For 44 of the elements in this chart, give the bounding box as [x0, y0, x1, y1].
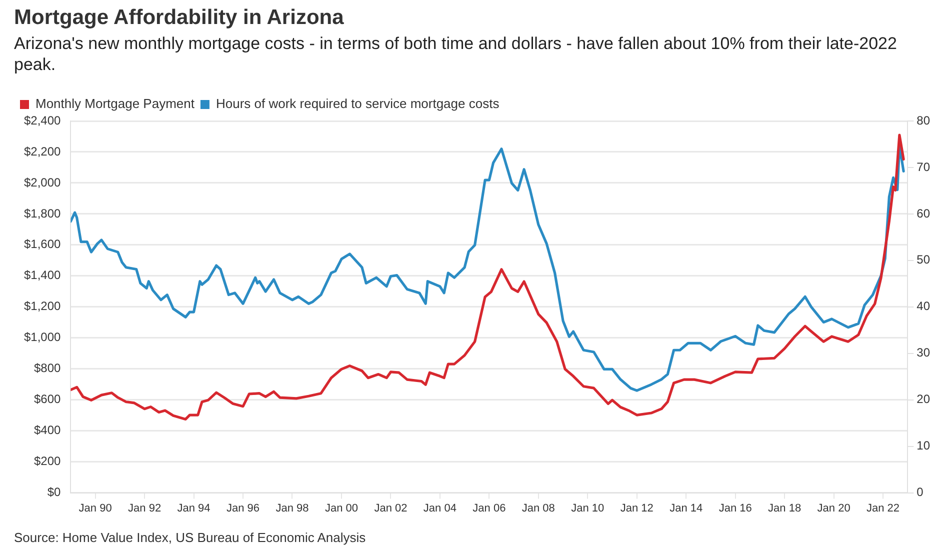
legend-label: Monthly Mortgage Payment: [36, 96, 195, 112]
y-tick-label: $200: [34, 454, 62, 468]
x-tick-label: Jan 94: [177, 502, 210, 514]
x-tick-label: Jan 10: [571, 502, 604, 514]
chart-subtitle: Arizona's new monthly mortgage costs - in terms of both time and dollars - have fallen about 10% from their late-2022 peak.: [14, 33, 898, 75]
y-tick-label: $600: [34, 392, 62, 406]
legend-label: Hours of work required to service mortgage costs: [216, 96, 500, 112]
y-tick-label: $0: [47, 485, 62, 500]
x-tick-label: Jan 22: [866, 502, 900, 514]
y2-tick-label: 0: [916, 485, 924, 500]
x-tick-label: Jan 00: [324, 502, 358, 514]
y-tick-label: $800: [34, 361, 62, 376]
x-tick-label: Jan 04: [423, 502, 456, 514]
x-tick-label: Jan 96: [226, 502, 260, 514]
y-tick-label: $1,200: [24, 299, 62, 314]
y-tick-label: $2,200: [24, 144, 62, 158]
y-tick-label: $1,000: [24, 330, 62, 344]
y-tick-label: $2,000: [24, 175, 62, 190]
y-tick-label: $400: [34, 423, 62, 438]
x-tick-label: Jan 12: [620, 502, 654, 514]
y2-tick-label: 60: [916, 206, 930, 220]
x-tick-label: Jan 02: [374, 502, 408, 514]
x-tick-label: Jan 92: [128, 502, 162, 514]
x-tick-label: Jan 16: [718, 502, 752, 514]
y2-tick-label: 30: [916, 346, 930, 360]
y-tick-label: $2,400: [24, 113, 62, 128]
y-tick-label: $1,800: [24, 206, 62, 220]
y2-tick-label: 10: [916, 438, 930, 453]
source-note: Source: Home Value Index, US Bureau of Economic Analysis: [14, 530, 366, 545]
x-tick-label: Jan 18: [768, 502, 802, 514]
y-tick-label: $1,400: [24, 268, 62, 282]
x-tick-label: Jan 98: [276, 502, 309, 514]
y2-tick-label: 50: [916, 252, 930, 267]
chart-title: Mortgage Affordability in Arizona: [14, 6, 344, 30]
y-tick-label: $1,600: [24, 237, 62, 252]
y2-tick-label: 40: [916, 299, 930, 314]
y2-tick-label: 20: [916, 392, 930, 406]
x-tick-label: Jan 06: [472, 502, 506, 514]
x-tick-label: Jan 90: [78, 502, 112, 514]
x-tick-label: Jan 08: [522, 502, 555, 514]
x-tick-label: Jan 20: [817, 502, 850, 514]
x-tick-label: Jan 14: [670, 502, 703, 514]
y2-tick-label: 70: [916, 160, 930, 174]
y2-tick-label: 80: [916, 113, 930, 128]
